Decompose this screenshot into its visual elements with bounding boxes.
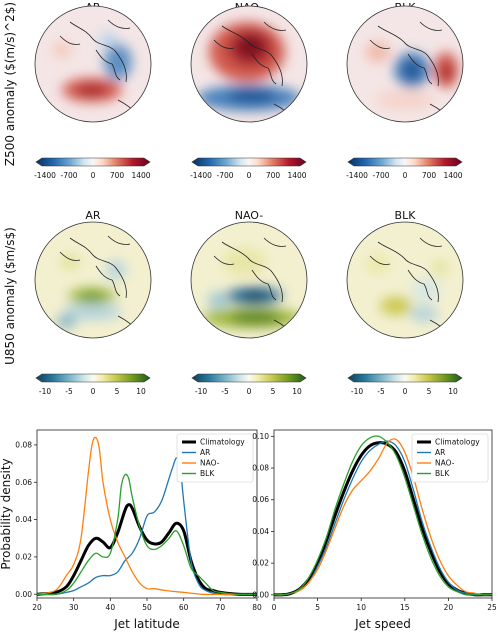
- cb-tick: 10: [292, 387, 302, 396]
- jet-latitude-chart: 20 30 40 50 60 70 80 0.00 0.02 0.04 0.06 0.08 Jet la…: [0, 429, 262, 631]
- cb-tick: -700: [60, 171, 77, 180]
- x-tick-label: 20: [444, 603, 454, 612]
- legend-label: BLK: [435, 469, 450, 478]
- y-tick-label: 0.00: [15, 590, 32, 599]
- legend-label: Climatology: [435, 438, 480, 447]
- x-tick-label: 60: [179, 603, 189, 612]
- cb-tick: -1400: [346, 171, 368, 180]
- colorbar-u850-ar: -10 -5 0 5 10: [35, 373, 151, 396]
- y-tick-label: 0.08: [252, 464, 269, 473]
- y-tick-label: 0.00: [252, 590, 269, 599]
- colorbar-z500-nao: -1400 -700 0 700 1400: [190, 157, 307, 180]
- cb-tick: -10: [351, 387, 363, 396]
- map-u850-nao: [190, 221, 308, 339]
- colorbar-u850-blk: -10 -5 0 5 10: [347, 373, 463, 396]
- cb-tick: 700: [422, 171, 437, 180]
- y-tick-label: 0.02: [15, 552, 32, 561]
- map-title-u850-blk: BLK: [395, 209, 417, 222]
- x-tick-label: 50: [142, 603, 152, 612]
- cb-tick: 5: [427, 387, 432, 396]
- legend-label: Climatology: [200, 438, 245, 447]
- cb-tick: 0: [403, 171, 408, 180]
- cb-tick: 10: [136, 387, 146, 396]
- series-line-blk: [36, 473, 258, 596]
- y-tick-label: 0.10: [252, 432, 269, 441]
- cb-tick: -1400: [190, 171, 212, 180]
- x-tick-label: 40: [106, 603, 116, 612]
- y-tick-label: 0.04: [252, 527, 269, 536]
- cb-tick: 700: [110, 171, 125, 180]
- legend-label: AR: [200, 448, 210, 457]
- series-line-ar: [36, 456, 257, 596]
- y-tick-label: 0.04: [15, 515, 32, 524]
- cb-tick: 10: [448, 387, 458, 396]
- legend-label: NAO-: [200, 459, 220, 468]
- colorbar-u850-nao: -10 -5 0 5 10: [191, 373, 307, 396]
- x-tick-label: 20: [32, 603, 42, 612]
- cb-tick: -5: [221, 387, 229, 396]
- legend-label: NAO-: [435, 459, 455, 468]
- jet-speed-chart: 0 5 10 15 20 25 0.00 0.02 0.04 0.06 0.08 0.10 Jet sp…: [252, 429, 497, 631]
- x-axis-label: Jet latitude: [113, 617, 179, 631]
- cb-tick: 1400: [443, 171, 462, 180]
- cb-tick: -700: [216, 171, 233, 180]
- x-tick-label: 15: [400, 603, 410, 612]
- cb-tick: 1400: [131, 171, 150, 180]
- cb-tick: -5: [65, 387, 73, 396]
- legend: [411, 433, 489, 483]
- map-u850-ar: [34, 221, 152, 339]
- legend-label: BLK: [200, 469, 215, 478]
- map-title-u850-ar: AR: [85, 209, 101, 222]
- series-line-blk: [273, 435, 492, 596]
- map-z500-blk: [346, 5, 464, 123]
- cb-tick: -10: [195, 387, 207, 396]
- cb-tick: 0: [247, 171, 252, 180]
- x-tick-label: 5: [315, 603, 320, 612]
- x-tick-label: 30: [69, 603, 79, 612]
- y-tick-label: 0.06: [252, 495, 269, 504]
- map-z500-ar: [34, 5, 152, 123]
- x-axis-label: Jet speed: [354, 617, 411, 631]
- cb-tick: 0: [91, 171, 96, 180]
- cb-tick: 1400: [287, 171, 306, 180]
- cb-tick: 0: [91, 387, 96, 396]
- cb-tick: 0: [403, 387, 408, 396]
- series-line-nao: [36, 436, 257, 596]
- y-tick-label: 0.06: [15, 478, 32, 487]
- z500-row-label: Z500 anomaly ($(m/s)^2$): [3, 2, 17, 166]
- cb-tick: 5: [271, 387, 276, 396]
- map-u850-blk: [346, 221, 464, 339]
- series-line-nao: [273, 438, 493, 596]
- cb-tick: 0: [247, 387, 252, 396]
- cb-tick: -10: [39, 387, 51, 396]
- u850-row-label: U850 anomaly ($m/s$): [3, 227, 17, 365]
- legend-label: AR: [435, 448, 445, 457]
- cb-tick: -700: [372, 171, 389, 180]
- cb-tick: 5: [115, 387, 120, 396]
- y-tick-label: 0.08: [15, 440, 32, 449]
- x-tick-label: 25: [487, 603, 497, 612]
- x-tick-label: 70: [216, 603, 226, 612]
- x-tick-label: 10: [356, 603, 366, 612]
- cb-tick: 700: [266, 171, 281, 180]
- map-z500-nao: [190, 5, 308, 123]
- y-tick-label: 0.02: [252, 559, 269, 568]
- x-tick-label: 80: [252, 603, 262, 612]
- legend: [176, 433, 254, 483]
- colorbar-z500-ar: -1400 -700 0 700 1400: [34, 157, 151, 180]
- x-tick-label: 0: [272, 603, 277, 612]
- cb-tick: -5: [377, 387, 385, 396]
- map-title-u850-nao: NAO-: [235, 209, 264, 222]
- cb-tick: -1400: [34, 171, 56, 180]
- y-axis-label: Probability density: [0, 458, 13, 569]
- colorbar-z500-blk: -1400 -700 0 700 1400: [346, 157, 463, 180]
